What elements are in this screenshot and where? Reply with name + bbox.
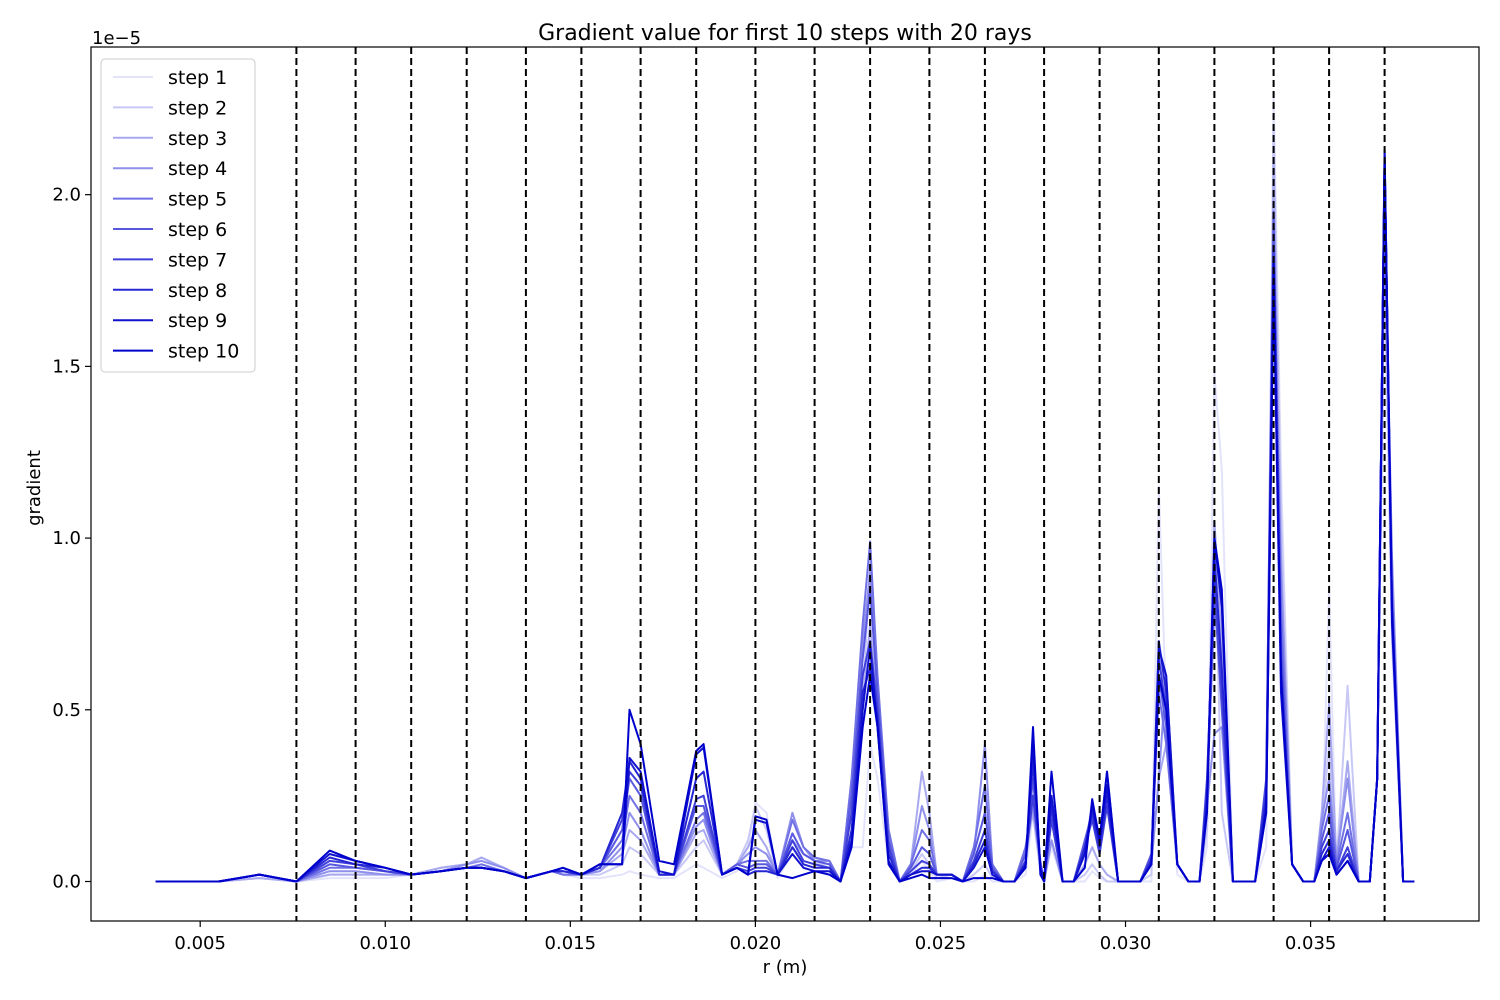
y-tick-label-4: 2.0 [52,185,81,206]
legend-label-1: step 1 [168,67,227,89]
series-line-step-10 [155,159,1415,883]
legend-label-4: step 4 [168,158,227,180]
x-axis-label: r (m) [763,957,808,978]
legend: step 1 step 2 step 3 step 4 step 5 step 6 step… [100,58,256,373]
y-axis-ticks: 0.0 0.5 1.0 1.5 2.0 [52,185,91,893]
y-tick-label-1: 0.5 [52,700,81,721]
x-tick-label-1: 0.010 [359,933,411,954]
legend-label-6: step 6 [168,219,227,241]
x-tick-label-2: 0.015 [545,933,597,954]
x-tick-label-6: 0.035 [1285,933,1337,954]
legend-label-7: step 7 [168,249,227,271]
y-tick-label-2: 1.0 [52,528,81,549]
y-offset-text: 1e−5 [92,28,141,49]
x-axis-ticks: 0.005 0.010 0.015 0.020 0.025 0.030 0.035 [174,921,1336,954]
x-tick-label-5: 0.030 [1100,933,1152,954]
plot-frame [90,46,1480,922]
legend-label-9: step 9 [168,310,227,332]
x-tick-label-0: 0.005 [174,933,226,954]
vline-layer [295,47,1386,921]
legend-label-8: step 8 [168,280,227,302]
chart-title: Gradient value for first 10 steps with 2… [538,21,1032,46]
legend-label-5: step 5 [168,189,227,211]
x-tick-label-4: 0.025 [915,933,967,954]
y-tick-label-3: 1.5 [52,356,81,377]
y-tick-label-0: 0.0 [52,872,81,893]
y-axis-label: gradient [24,450,45,526]
legend-label-2: step 2 [168,97,227,119]
x-tick-label-3: 0.020 [730,933,782,954]
legend-label-10: step 10 [168,341,239,363]
series-layer [155,90,1415,883]
legend-label-3: step 3 [168,128,227,150]
